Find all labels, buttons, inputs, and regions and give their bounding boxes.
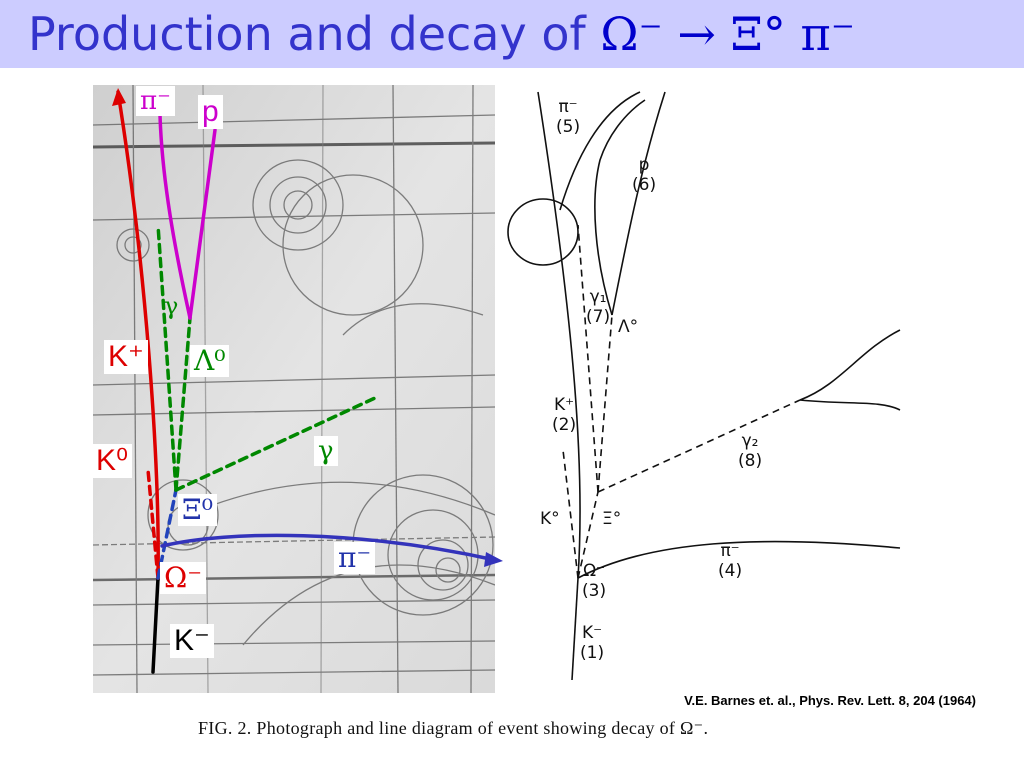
diagram-p6 (611, 91, 666, 316)
k0-track (146, 468, 160, 580)
diagram-label-gamma7: γ₁ (7) (586, 287, 611, 327)
diagram-k-minus (571, 577, 579, 681)
label-pi-minus-right: π⁻ (334, 542, 376, 574)
k-plus-track (116, 90, 160, 580)
diagram-label-xi0: Ξ° (602, 509, 622, 529)
diagram-spiral (507, 198, 579, 266)
slide-title: Production and decay of Ω⁻ → Ξ° π⁻ (28, 2, 855, 66)
citation: V.E. Barnes et. al., Phys. Rev. Lett. 8,… (684, 693, 976, 708)
diagram-gamma8 (597, 399, 801, 493)
title-formula: Ω⁻ → Ξ° π⁻ (600, 7, 856, 61)
diagram-branch (594, 99, 646, 316)
pion-top-track (158, 113, 192, 320)
label-k0: K⁰ (92, 444, 133, 478)
label-gamma-right: γ (314, 436, 338, 466)
label-k-minus: K⁻ (170, 624, 214, 658)
label-omega-minus: Ω⁻ (160, 562, 206, 594)
diagram-k-plus (537, 91, 581, 579)
pion-decay-track (160, 533, 497, 562)
diagram-label-omega3: Ω⁻ (3) (582, 561, 607, 601)
diagram-gamma7 (577, 224, 599, 493)
diagram-pi4 (577, 540, 901, 579)
title-text: Production and decay of (28, 7, 601, 61)
diagram-label-kplus2: K⁺ (2) (552, 395, 577, 435)
pion-right-arrow (484, 552, 503, 567)
figure-caption: FIG. 2. Photograph and line diagram of e… (198, 718, 709, 738)
k-minus-track (151, 576, 160, 674)
gamma-upper-track (156, 223, 178, 492)
label-k-plus: K⁺ (104, 340, 148, 374)
lambda-track (174, 316, 192, 492)
title-bar: Production and decay of Ω⁻ → Ξ° π⁻ (0, 0, 1024, 68)
diagram-label-k0: K° (540, 509, 560, 529)
label-pi-minus-top: π⁻ (136, 86, 175, 116)
diagram-gamma8-curl (799, 329, 901, 411)
label-xi0: Ξ⁰ (178, 494, 217, 526)
diagram-label-pi4: π⁻ (4) (718, 541, 743, 581)
diagram-label-lambda0: Λ° (618, 317, 639, 337)
diagram-xi0 (577, 491, 599, 579)
diagram-label-gamma8: γ₂ (8) (738, 431, 763, 471)
diagram-label-p6: p (6) (632, 155, 657, 195)
label-gamma-upper: γ (164, 292, 179, 320)
label-proton: p (198, 95, 223, 129)
diagram-k0 (562, 449, 579, 579)
k-plus-arrow (112, 88, 126, 106)
proton-track (188, 128, 217, 320)
diagram-pi5 (559, 91, 641, 211)
diagram-lambda (597, 314, 613, 493)
gamma-right-track (174, 396, 377, 492)
diagram-label-kminus1: K⁻ (1) (580, 623, 605, 663)
diagram-label-pi5: π⁻ (5) (556, 97, 581, 137)
label-lambda0: Λ⁰ (190, 345, 230, 377)
